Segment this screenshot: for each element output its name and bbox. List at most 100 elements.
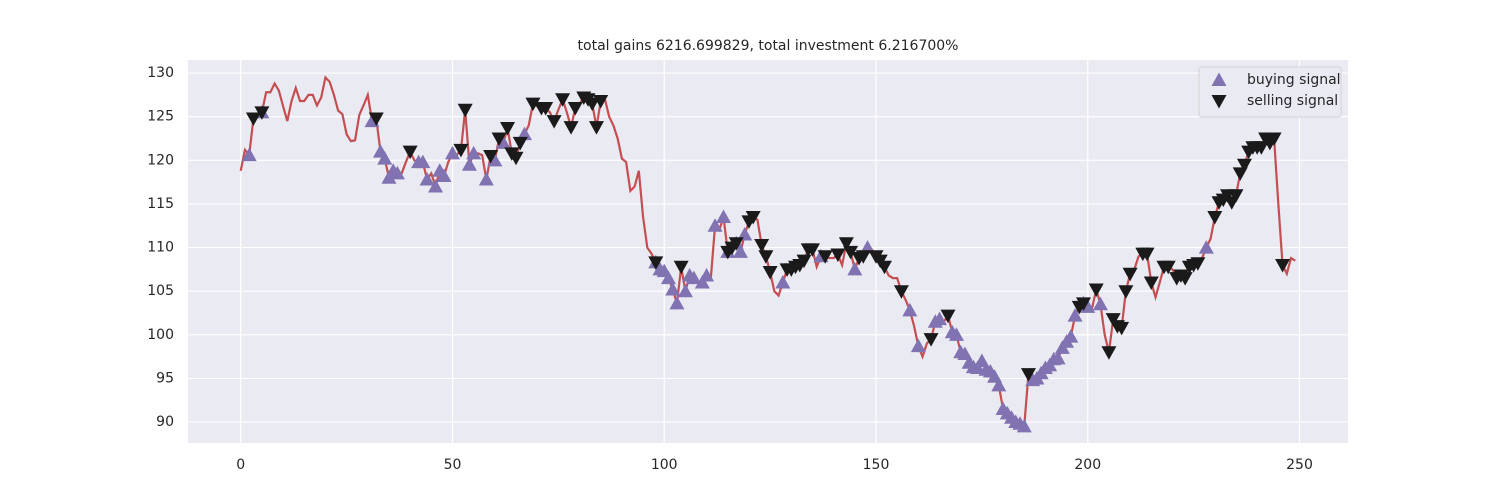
signal-marker [758, 250, 774, 264]
signal-marker [1105, 313, 1121, 327]
signal-marker [389, 165, 405, 180]
signal-marker [970, 360, 986, 374]
signal-marker [716, 209, 732, 224]
signal-marker [1016, 418, 1032, 433]
y-tick-label: 100 [147, 327, 174, 343]
legend-box [1198, 66, 1342, 118]
signal-marker [775, 274, 791, 289]
signal-marker [1092, 296, 1108, 311]
signal-marker [495, 135, 511, 149]
signal-marker [1275, 259, 1291, 273]
signal-marker [1228, 189, 1244, 203]
signal-marker [419, 172, 435, 186]
signal-marker [737, 226, 753, 241]
signal-marker [1266, 132, 1282, 147]
signal-marker [745, 211, 761, 225]
legend-label: buying signal [1247, 72, 1341, 88]
signal-marker [1122, 267, 1138, 282]
signal-marker [593, 95, 609, 109]
signal-marker [546, 115, 562, 129]
signal-marker [381, 170, 397, 184]
signal-marker [436, 168, 452, 183]
signal-marker [516, 126, 532, 141]
signal-marker [732, 244, 748, 258]
legend: buying signal selling signal [1198, 66, 1342, 118]
y-tick-label: 90 [156, 414, 174, 430]
signal-marker [444, 145, 460, 160]
signal-marker [940, 309, 956, 324]
y-tick-label: 95 [156, 370, 174, 386]
signal-marker [1101, 346, 1117, 360]
signal-marker [563, 121, 579, 135]
signal-marker [584, 97, 600, 112]
signal-marker [457, 103, 473, 118]
signal-marker [1139, 247, 1155, 262]
signal-marker [804, 243, 820, 257]
signal-marker [478, 172, 494, 186]
signal-marker [910, 338, 926, 353]
y-tick-label: 120 [147, 152, 174, 168]
signal-marker [491, 132, 507, 147]
x-tick-label: 200 [1074, 457, 1101, 473]
x-tick-label: 250 [1286, 457, 1313, 473]
signal-marker [893, 285, 909, 299]
signal-marker [538, 101, 554, 116]
y-tick-label: 105 [147, 283, 174, 299]
signal-marker [902, 302, 918, 317]
signal-marker [500, 122, 516, 136]
signal-marker [1207, 211, 1223, 225]
x-tick-label: 100 [651, 457, 678, 473]
signal-marker [368, 112, 384, 126]
signal-marker [648, 256, 664, 270]
y-tick-label: 125 [147, 109, 174, 125]
chart-title: total gains 6216.699829, total investmen… [578, 38, 959, 54]
signal-marker [830, 248, 846, 263]
signal-marker [1160, 260, 1176, 275]
signal-marker [660, 270, 676, 285]
legend-label: selling signal [1247, 93, 1338, 109]
signal-marker [669, 295, 685, 310]
signal-marker [838, 237, 854, 251]
signal-marker [686, 270, 702, 285]
signal-marker [1020, 368, 1036, 382]
signal-marker [677, 283, 693, 298]
signal-marker [817, 250, 833, 264]
signal-marker [555, 93, 571, 107]
signal-marker [762, 266, 778, 280]
signal-marker [487, 152, 503, 167]
signal-marker [1190, 257, 1206, 271]
signal-marker [1143, 276, 1159, 290]
signal-marker [1076, 297, 1092, 311]
signal-marker [707, 218, 723, 232]
signal-marker [948, 327, 964, 341]
signal-marker [402, 145, 418, 160]
signal-marker [415, 154, 431, 169]
signal-marker [754, 238, 770, 253]
signal-marker [377, 151, 393, 165]
signal-marker [567, 101, 583, 116]
signal-marker [512, 136, 528, 151]
signal-marker [254, 106, 270, 120]
x-tick-label: 150 [863, 457, 890, 473]
signal-marker [860, 240, 876, 254]
signal-marker [241, 147, 257, 162]
signal-marker [699, 267, 715, 282]
legend-marker [1211, 72, 1227, 86]
signal-marker [1118, 285, 1134, 299]
signal-marker [876, 260, 892, 275]
signal-marker [1198, 240, 1214, 254]
signal-marker [1088, 283, 1104, 297]
signal-marker [932, 311, 948, 326]
signal-marker [1063, 329, 1079, 343]
signal-marker [847, 261, 863, 276]
x-tick-label: 0 [236, 457, 245, 473]
signal-marker [1067, 308, 1083, 322]
signal-marker [461, 157, 477, 171]
signal-marker [728, 237, 744, 251]
signal-marker [483, 149, 499, 164]
y-tick-label: 130 [147, 65, 174, 81]
signal-marker [466, 145, 482, 160]
legend-marker [1211, 95, 1227, 109]
signal-marker [525, 97, 541, 112]
